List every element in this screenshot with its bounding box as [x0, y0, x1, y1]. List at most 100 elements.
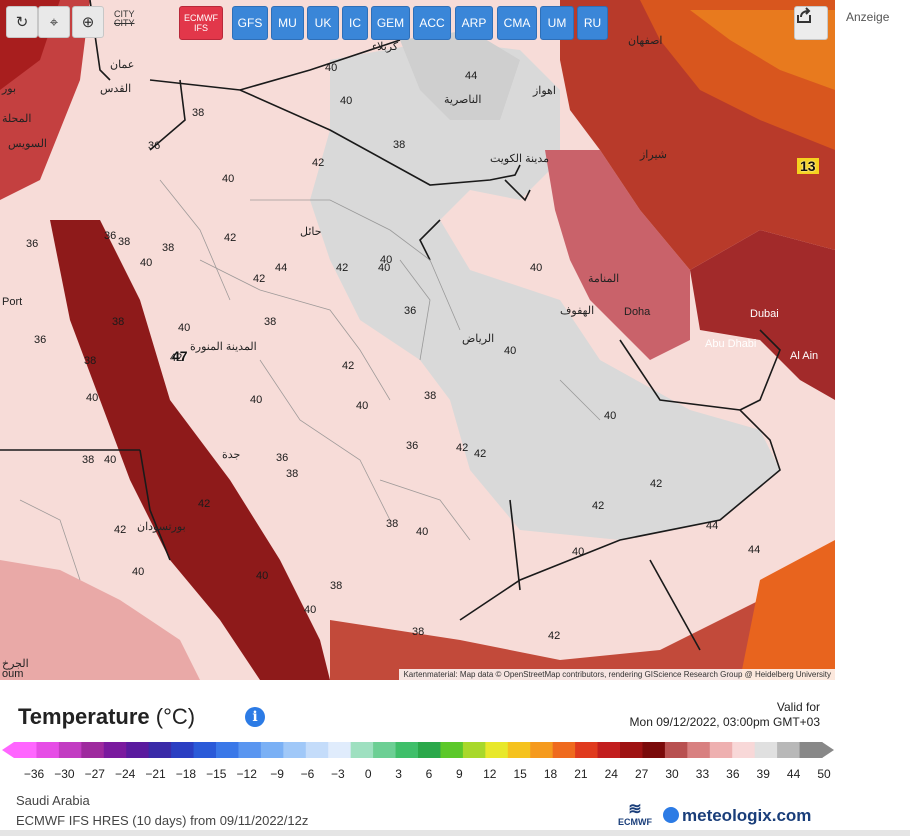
color-scale-swatch: [597, 742, 621, 758]
globe-icon: [663, 807, 679, 823]
info-icon[interactable]: i: [245, 707, 265, 727]
color-scale-swatch: [552, 742, 576, 758]
temperature-label: 42: [224, 232, 237, 244]
color-scale-tick: −21: [145, 767, 166, 781]
color-scale-swatch: [620, 742, 643, 758]
city-label: السويس: [8, 138, 47, 150]
bottom-strip: [0, 830, 910, 836]
tab-model-um[interactable]: UM: [540, 6, 574, 40]
tab-model-gfs[interactable]: GFS: [232, 6, 268, 40]
color-scale-tick: 18: [543, 767, 558, 781]
temperature-label: 40: [132, 566, 145, 578]
temperature-map[interactable]: ↻ ⌖ ⊕ CITY CITY ECMWF IFS GFS MU UK IC GE…: [0, 0, 835, 680]
color-scale-swatch: [260, 742, 284, 758]
oman-gulf-coast: [690, 230, 835, 400]
city-label: الناصرية: [444, 94, 482, 106]
color-scale-tick: 44: [786, 767, 801, 781]
tab-model-ru-label: RU: [583, 16, 602, 30]
color-scale-swatch: [305, 742, 329, 758]
color-scale-tick: 33: [695, 767, 710, 781]
temperature-label: 38: [424, 390, 437, 402]
color-scale-tick: 15: [513, 767, 527, 781]
city-label: Abu Dhabi: [705, 338, 757, 350]
color-scale-tick: −27: [84, 767, 105, 781]
tab-model-acc[interactable]: ACC: [413, 6, 451, 40]
legend-title-text: Temperature: [18, 704, 150, 729]
temperature-label: 40: [325, 62, 338, 74]
temperature-label: 42: [312, 157, 325, 169]
temperature-label: 40: [378, 262, 391, 274]
city-toggle-label: CITY: [114, 9, 135, 19]
temperature-label: 44: [465, 70, 478, 82]
color-scale-swatch: [14, 742, 37, 758]
tab-model-ecmwf-line1: ECMWF: [184, 13, 218, 23]
sudan-zone: [0, 560, 200, 680]
city-label: بورتسودان: [137, 521, 186, 533]
tab-model-ecmwf[interactable]: ECMWF IFS: [179, 6, 223, 40]
temperature-label: 38: [84, 355, 97, 367]
temperature-label: 40: [86, 392, 99, 404]
color-scale-swatch: [216, 742, 239, 758]
color-scale-tick: −18: [175, 767, 197, 781]
color-scale-swatch: [373, 742, 397, 758]
city-label: كربلاء: [372, 41, 399, 53]
color-scale-swatch: [418, 742, 441, 758]
meteologix-logo[interactable]: meteologix.com: [663, 806, 811, 826]
temperature-label: 42: [336, 262, 349, 274]
color-scale-tick: 36: [726, 767, 740, 781]
temperature-label: 36: [404, 305, 417, 317]
temperature-label: 38: [386, 518, 399, 530]
location-button[interactable]: ⌖: [38, 6, 70, 38]
tab-model-uk[interactable]: UK: [307, 6, 339, 40]
color-scale-tick: 21: [574, 767, 588, 781]
temperature-label: 40: [256, 570, 269, 582]
tab-model-mu[interactable]: MU: [271, 6, 304, 40]
tab-model-ic[interactable]: IC: [342, 6, 368, 40]
temperature-label: 40: [140, 257, 153, 269]
color-scale-bar: [2, 742, 834, 758]
tab-model-ecmwf-line2: IFS: [193, 23, 208, 33]
tab-model-ru[interactable]: RU: [577, 6, 608, 40]
temperature-label: 40: [222, 173, 235, 185]
city-labels-toggle[interactable]: CITY CITY: [114, 10, 135, 28]
color-scale-swatch: [642, 742, 666, 758]
tab-model-cma-label: CMA: [503, 16, 531, 30]
color-scale-tick: 0: [364, 767, 372, 781]
color-scale-swatch: [171, 742, 195, 758]
temperature-label: 38: [412, 626, 425, 638]
tab-model-arp[interactable]: ARP: [455, 6, 493, 40]
city-label: اصفهان: [628, 35, 663, 47]
refresh-icon: ↻: [15, 14, 29, 31]
highlight-value: 47: [172, 348, 188, 364]
color-scale-swatch: [732, 742, 756, 758]
color-scale-swatch: [126, 742, 150, 758]
color-scale-swatch: [507, 742, 531, 758]
temperature-label: 40: [380, 254, 393, 266]
zoom-button[interactable]: ⊕: [72, 6, 104, 38]
color-scale-swatch: [485, 742, 509, 758]
color-scale-swatch: [440, 742, 464, 758]
color-scale-swatch: [709, 742, 733, 758]
map-attribution: Kartenmaterial: Map data © OpenStreetMap…: [399, 669, 835, 680]
temperature-label: 40: [504, 345, 517, 357]
tab-model-cma[interactable]: CMA: [497, 6, 537, 40]
tab-model-arp-label: ARP: [461, 16, 487, 30]
color-scale-tick: 27: [635, 767, 649, 781]
city-label: المدينة المنورة: [190, 341, 257, 353]
highlight-value: 13: [797, 158, 819, 174]
city-label: Dubai: [750, 308, 779, 320]
temperature-label: 40: [530, 262, 543, 274]
share-button[interactable]: [794, 6, 828, 40]
valid-for-time: Mon 09/12/2022, 03:00pm GMT+03: [629, 715, 820, 729]
color-scale-swatch: [283, 742, 307, 758]
color-scale-swatch: [350, 742, 374, 758]
city-label: المنامة: [588, 273, 620, 285]
tab-model-gem[interactable]: GEM: [371, 6, 410, 40]
temperature-label: 40: [356, 400, 369, 412]
temperature-label: 40: [416, 526, 429, 538]
color-scale-swatch: [687, 742, 711, 758]
refresh-button[interactable]: ↻: [6, 6, 38, 38]
temperature-label: 42: [592, 500, 605, 512]
color-scale-swatch: [777, 742, 801, 758]
temperature-label: 44: [706, 520, 719, 532]
